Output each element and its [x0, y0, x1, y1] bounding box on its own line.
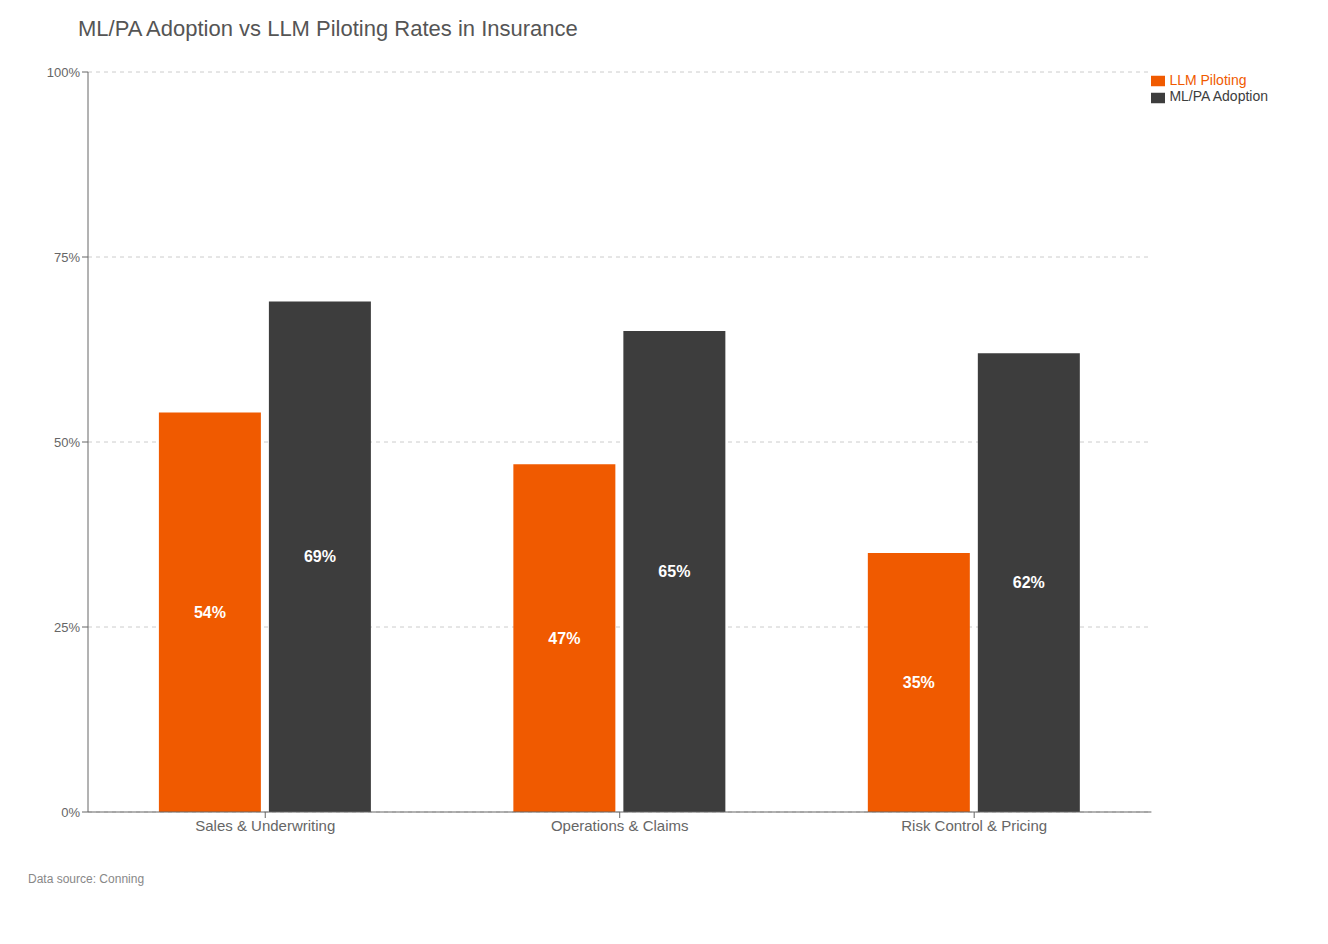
svg-text:54%: 54%: [194, 604, 226, 621]
svg-text:75%: 75%: [54, 250, 80, 265]
html-text:LLM Piloting: LLM Piloting: [1169, 72, 1247, 88]
svg-text:62%: 62%: [1013, 574, 1045, 591]
svg-text:Operations & Claims: Operations & Claims: [551, 817, 689, 834]
svg-text:35%: 35%: [903, 674, 935, 691]
svg-text:47%: 47%: [548, 630, 580, 647]
svg-text:0%: 0%: [61, 805, 80, 820]
html-text:Data source: Conning: Data source: Conning: [28, 872, 145, 886]
svg-text:65%: 65%: [658, 563, 690, 580]
html-text:ML/PA Adoption: ML/PA Adoption: [1169, 88, 1268, 105]
svg-text:100%: 100%: [47, 65, 81, 80]
svg-text:50%: 50%: [54, 435, 80, 450]
svg-text:69%: 69%: [304, 548, 336, 565]
html-text:ML/PA Adoption vs LLM Piloting: ML/PA Adoption vs LLM Piloting Rates in …: [78, 16, 578, 41]
svg-text:Sales & Underwriting: Sales & Underwriting: [195, 817, 335, 834]
svg-text:Risk Control & Pricing: Risk Control & Pricing: [901, 817, 1047, 834]
svg-text:25%: 25%: [54, 620, 80, 635]
